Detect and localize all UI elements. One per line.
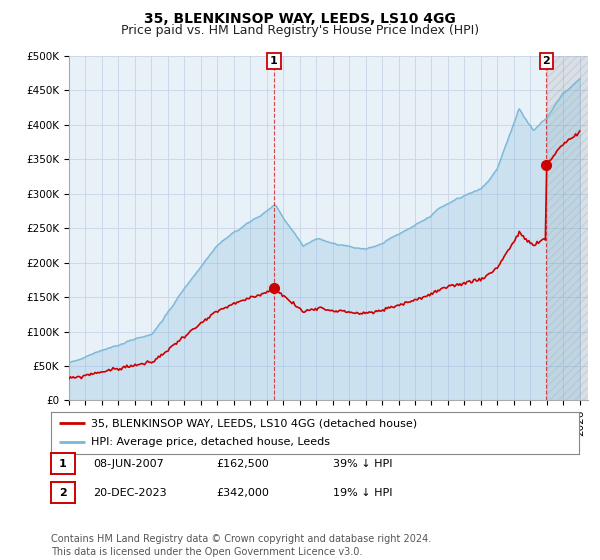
- Text: Contains HM Land Registry data © Crown copyright and database right 2024.
This d: Contains HM Land Registry data © Crown c…: [51, 534, 431, 557]
- Bar: [547, 56, 588, 400]
- Text: HPI: Average price, detached house, Leeds: HPI: Average price, detached house, Leed…: [91, 437, 329, 447]
- Bar: [547, 56, 588, 400]
- Text: £342,000: £342,000: [216, 488, 269, 498]
- Text: 2: 2: [59, 488, 67, 498]
- Text: 19% ↓ HPI: 19% ↓ HPI: [333, 488, 392, 498]
- Text: £162,500: £162,500: [216, 459, 269, 469]
- Text: 2: 2: [542, 56, 550, 66]
- Text: 20-DEC-2023: 20-DEC-2023: [93, 488, 167, 498]
- Text: Price paid vs. HM Land Registry's House Price Index (HPI): Price paid vs. HM Land Registry's House …: [121, 24, 479, 37]
- Text: 35, BLENKINSOP WAY, LEEDS, LS10 4GG (detached house): 35, BLENKINSOP WAY, LEEDS, LS10 4GG (det…: [91, 418, 417, 428]
- Text: 1: 1: [59, 459, 67, 469]
- Text: 39% ↓ HPI: 39% ↓ HPI: [333, 459, 392, 469]
- Text: 1: 1: [270, 56, 278, 66]
- Text: 08-JUN-2007: 08-JUN-2007: [93, 459, 164, 469]
- Text: 35, BLENKINSOP WAY, LEEDS, LS10 4GG: 35, BLENKINSOP WAY, LEEDS, LS10 4GG: [144, 12, 456, 26]
